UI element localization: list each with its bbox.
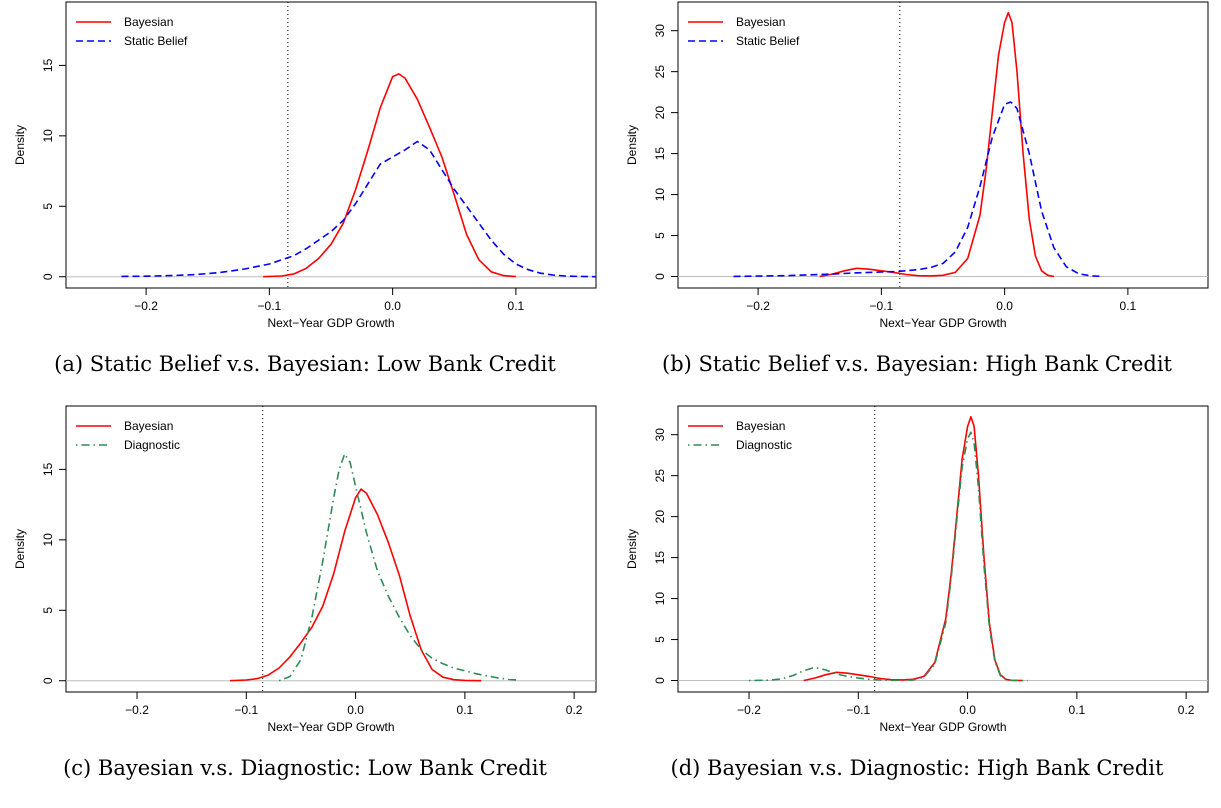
x-tick-label: 0.0: [384, 299, 401, 313]
x-tick-label: 0.1: [508, 299, 525, 313]
chart-panel-d: −0.2 −0.1 0.0 0.1 0.2 Next−Year GDP Growth 0 5 1…: [612, 404, 1221, 808]
plot-frame: [677, 405, 1209, 693]
x-axis-label: Next−Year GDP Growth: [267, 316, 394, 330]
y-tick-label: 20: [653, 106, 667, 120]
y-tick-label: 10: [41, 533, 55, 547]
x-tick-label: −0.2: [737, 703, 761, 717]
caption-c: (c) Bayesian v.s. Diagnostic: Low Bank C…: [63, 756, 547, 780]
x-tick-label: −0.2: [134, 299, 158, 313]
x-tick-label: 0.2: [1178, 703, 1195, 717]
x-tick-label: −0.2: [125, 703, 149, 717]
series-line-static-belief: [733, 101, 1104, 278]
x-axis-label: Next−Year GDP Growth: [879, 720, 1006, 734]
x-tick-label: −0.2: [746, 299, 770, 313]
x-tick-label: 0.0: [996, 299, 1013, 313]
chart-d: −0.2 −0.1 0.0 0.1 0.2 Next−Year GDP Growth 0 5 1…: [625, 405, 1209, 734]
y-tick-label: 5: [653, 232, 667, 239]
legend-label: Static Belief: [736, 34, 800, 48]
caption-b: (b) Static Belief v.s. Bayesian: High Ba…: [662, 352, 1172, 376]
series-line-bayesian: [819, 11, 1055, 278]
chart-b: −0.2 −0.1 0.0 0.1 Next−Year GDP Growth 0 5 10 15…: [625, 1, 1209, 330]
y-axis-label: Density: [13, 529, 27, 569]
y-tick-label: 15: [41, 58, 55, 72]
x-tick-label: 0.0: [959, 703, 976, 717]
y-tick-label: 5: [653, 636, 667, 643]
x-tick-label: 0.2: [566, 703, 583, 717]
y-tick-label: 30: [653, 428, 667, 442]
x-tick-label: 0.1: [457, 703, 474, 717]
y-tick-label: 20: [653, 510, 667, 524]
y-tick-label: 15: [653, 147, 667, 161]
legend-label: Static Belief: [124, 34, 188, 48]
y-tick-label: 5: [41, 203, 55, 210]
caption-d: (d) Bayesian v.s. Diagnostic: High Bank …: [670, 756, 1164, 780]
y-tick-label: 0: [41, 273, 55, 280]
y-axis-label: Density: [13, 125, 27, 165]
y-tick-label: 15: [41, 462, 55, 476]
legend-label: Bayesian: [736, 419, 785, 433]
series-line-bayesian: [263, 73, 516, 278]
series-line-diagnostic: [278, 453, 520, 682]
x-tick-label: −0.1: [234, 703, 258, 717]
x-axis-label: Next−Year GDP Growth: [267, 720, 394, 734]
series-line-diagnostic: [748, 431, 1028, 682]
x-tick-label: 0.1: [1120, 299, 1137, 313]
chart-a: −0.2 −0.1 0.0 0.1 Next−Year GDP Growth 0 5 10 15…: [13, 1, 597, 330]
y-tick-label: 0: [653, 273, 667, 280]
y-tick-label: 10: [41, 129, 55, 143]
x-axis-label: Next−Year GDP Growth: [879, 316, 1006, 330]
legend-label: Bayesian: [736, 15, 785, 29]
x-tick-label: 0.1: [1069, 703, 1086, 717]
chart-c: −0.2 −0.1 0.0 0.1 0.2 Next−Year GDP Growth 0 5 1…: [13, 405, 597, 734]
plot-frame: [677, 1, 1209, 289]
legend-label: Bayesian: [124, 15, 173, 29]
y-tick-label: 25: [653, 469, 667, 483]
x-tick-label: −0.1: [870, 299, 894, 313]
legend-label: Diagnostic: [124, 438, 180, 452]
x-tick-label: −0.1: [846, 703, 870, 717]
y-axis-label: Density: [625, 125, 639, 165]
y-tick-label: 25: [653, 65, 667, 79]
y-tick-label: 15: [653, 551, 667, 565]
series-line-static-belief: [121, 140, 597, 278]
chart-panel-c: −0.2 −0.1 0.0 0.1 0.2 Next−Year GDP Growth 0 5 1…: [0, 404, 610, 808]
y-tick-label: 10: [653, 592, 667, 606]
x-tick-label: 0.0: [347, 703, 364, 717]
plot-frame: [65, 1, 597, 289]
series-line-bayesian: [803, 415, 1023, 682]
caption-a: (a) Static Belief v.s. Bayesian: Low Ban…: [54, 352, 556, 376]
y-tick-label: 10: [653, 188, 667, 202]
y-tick-label: 0: [41, 677, 55, 684]
y-tick-label: 5: [41, 607, 55, 614]
y-tick-label: 30: [653, 24, 667, 38]
plot-frame: [65, 405, 597, 693]
series-line-bayesian: [229, 488, 482, 682]
x-tick-label: −0.1: [258, 299, 282, 313]
legend-label: Diagnostic: [736, 438, 792, 452]
y-axis-label: Density: [625, 529, 639, 569]
chart-panel-a: −0.2 −0.1 0.0 0.1 Next−Year GDP Growth 0 5 10 15…: [0, 0, 610, 404]
legend-label: Bayesian: [124, 419, 173, 433]
chart-panel-b: −0.2 −0.1 0.0 0.1 Next−Year GDP Growth 0 5 10 15…: [612, 0, 1221, 404]
y-tick-label: 0: [653, 677, 667, 684]
